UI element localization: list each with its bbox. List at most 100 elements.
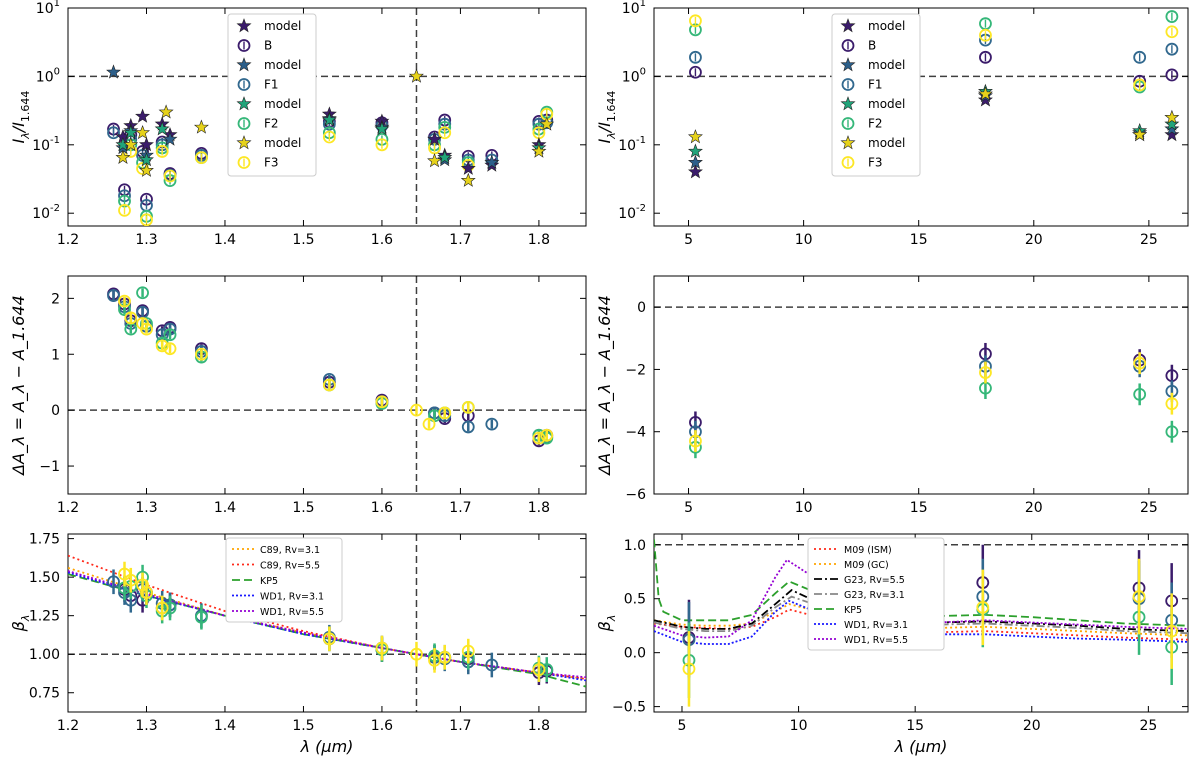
legend-label: WD1, Rv=5.5 — [260, 607, 324, 618]
legend-label: WD1, Rv=3.1 — [844, 620, 908, 631]
x-tick-label: 20 — [1025, 500, 1043, 516]
legend-circle-marker — [841, 78, 855, 91]
y-tick-label: 1 — [51, 347, 60, 363]
y-tick-label: 1.25 — [29, 609, 60, 625]
y-tick-label: 100 — [36, 66, 60, 85]
point-F3 — [163, 169, 177, 183]
y-tick-base: 10 — [622, 69, 640, 85]
y-tick-label: 10-1 — [32, 135, 60, 154]
point-F3 — [155, 145, 169, 158]
point-F3 — [540, 428, 554, 442]
y-tick-label: −2 — [625, 362, 646, 378]
point-F2 — [136, 286, 149, 300]
y-axis-label: ΔA_λ = A_λ − A_1.644 — [595, 295, 615, 477]
point-F3 — [140, 586, 153, 599]
x-axis-label: λ (μm) — [300, 737, 354, 756]
legend-box — [225, 537, 343, 623]
star-point-model_F3 — [123, 136, 139, 152]
point-F3 — [422, 417, 436, 431]
panel-dA-mir: 5 10 15 20 25 −6 −4 −2 0 ΔA_λ = A_λ − A_1.644 — [595, 275, 1189, 516]
y-tick-label: 10-1 — [618, 135, 646, 154]
point-F3 — [118, 203, 131, 217]
y-tick-exp: -1 — [636, 135, 646, 146]
point-F3 — [322, 378, 336, 392]
point-F2 — [540, 663, 554, 677]
star-point-model_B — [687, 164, 703, 179]
point-F3 — [979, 366, 992, 379]
x-tick-label: 1.4 — [214, 500, 236, 516]
star-point-model_F3 — [408, 68, 424, 83]
legend-label: model — [868, 136, 905, 150]
curve-C89_55 — [68, 554, 586, 680]
x-tick-label: 25 — [1140, 500, 1158, 516]
x-tick-label: 1.4 — [214, 232, 236, 248]
x-tick-label: 5 — [684, 232, 693, 248]
x-tick-label: 1.5 — [292, 232, 314, 248]
point-F3 — [410, 403, 423, 417]
y-tick-label: 1.50 — [29, 570, 60, 586]
point-F2 — [163, 601, 177, 615]
y-tick-label: −6 — [625, 487, 646, 503]
legend-box — [227, 13, 317, 177]
panel-ratio-nir: 1.2 1.3 1.4 1.5 1.6 1.7 1.810-210-1100101Iλ/I1… — [9, 0, 587, 248]
star-point-model_B — [135, 108, 151, 123]
star-point-model_F1 — [687, 154, 703, 169]
point-F3 — [1133, 78, 1147, 92]
y-label-den: /I — [595, 122, 614, 134]
legend-label: model — [264, 97, 301, 111]
star-point-model_F3 — [687, 129, 703, 144]
point-F3 — [1165, 624, 1179, 638]
legend: C89, Rv=3.1 C89, Rv=5.5 KP5 WD1, Rv=3.1 WD1,… — [225, 537, 343, 623]
y-tick-label: 0 — [637, 300, 646, 316]
y-tick-label: 1.00 — [29, 647, 60, 663]
point-F3 — [375, 395, 389, 409]
star-point-model_F2 — [321, 112, 337, 127]
curve-KP5 — [654, 539, 1188, 627]
point-F3 — [195, 347, 208, 361]
star-point-model_F3 — [460, 172, 476, 187]
plot-frame — [67, 7, 587, 227]
y-tick-exp: 1 — [54, 0, 60, 9]
y-tick-label: −1 — [39, 459, 60, 475]
point-F3 — [118, 294, 131, 308]
y-tick-exp: 0 — [54, 66, 60, 77]
x-tick-label: 1.6 — [371, 718, 393, 734]
y-label-text: ΔA_λ = A_λ − A_1.644 — [595, 295, 615, 477]
point-F3 — [979, 28, 992, 42]
y-tick-label: 10-2 — [618, 203, 646, 222]
point-F3 — [682, 662, 696, 676]
star-point-model_F3 — [158, 104, 174, 119]
x-tick-label: 1.5 — [292, 500, 314, 516]
legend-label: WD1, Rv=3.1 — [260, 592, 324, 603]
legend-circle-marker — [237, 156, 251, 169]
x-tick-label: 25 — [1139, 718, 1157, 734]
star-point-model_F3 — [1164, 109, 1180, 124]
legend-label: model — [264, 58, 301, 72]
x-tick-label: 10 — [790, 718, 808, 734]
star-point-model_F2 — [374, 121, 390, 136]
legend: M09 (ISM) M09 (GC) G23, Rv=5.5 G23, Rv=3.1 K… — [807, 537, 945, 651]
y-tick-label: 101 — [622, 0, 646, 17]
point-F3 — [140, 322, 153, 336]
point-F2 — [195, 610, 208, 624]
plot-area — [654, 539, 1188, 707]
x-tick-label: 20 — [1023, 718, 1041, 734]
x-tick-label: 1.3 — [135, 232, 157, 248]
y-axis-label: βλ — [595, 615, 618, 633]
x-tick-label: 1.6 — [371, 500, 393, 516]
point-F3 — [140, 213, 153, 226]
legend-star-marker — [840, 96, 856, 111]
legend-box — [831, 13, 921, 177]
legend-label: M09 (GC) — [844, 560, 889, 571]
panel-beta-nir: 1.2 1.3 1.4 1.5 1.6 1.7 1.8 0.75 1.00 1.25 1.50 1.7… — [9, 532, 587, 756]
legend-label: F1 — [264, 78, 279, 92]
y-tick-base: 10 — [618, 206, 636, 222]
legend-circle-marker — [841, 39, 855, 52]
legend-label: F3 — [264, 156, 279, 170]
y-tick-base: 10 — [618, 138, 636, 154]
y-tick-label: 101 — [36, 0, 60, 17]
y-tick-exp: 1 — [640, 0, 646, 9]
point-F1 — [107, 126, 120, 140]
